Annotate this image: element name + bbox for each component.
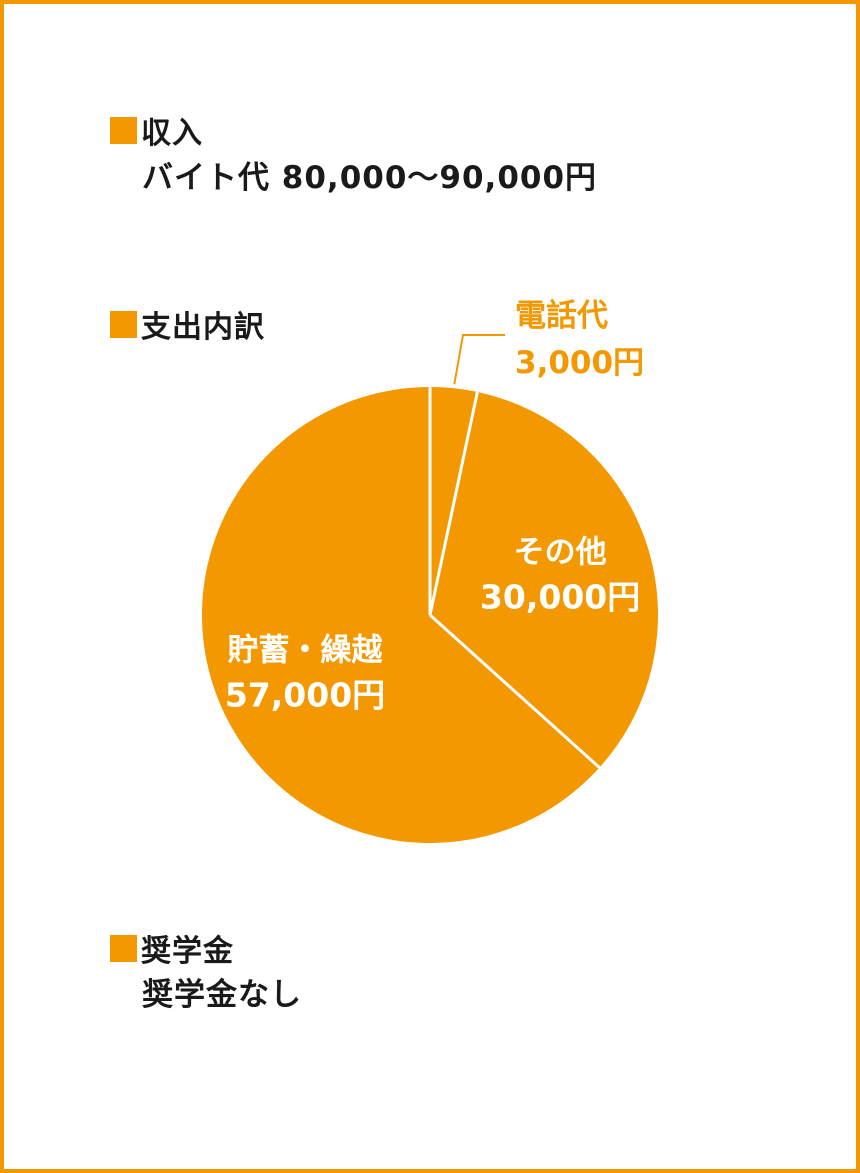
scholarship-detail: 奨学金なし	[142, 977, 302, 1013]
slice-label-phone: 電話代	[515, 298, 608, 334]
slice-value-phone: 3,000円	[515, 345, 644, 381]
income-heading: 収入	[110, 108, 203, 152]
slice-label-3: 貯蓄・繰越	[228, 633, 384, 669]
slice-value-3: 57,000円	[225, 676, 385, 715]
square-bullet-icon	[110, 310, 137, 338]
slice-value-2: 30,000円	[480, 578, 640, 617]
income-heading-label: 収入	[141, 116, 203, 151]
slice-label-2: その他	[514, 535, 607, 571]
pie-separator-3	[428, 613, 601, 769]
pie-slice-2	[430, 391, 659, 768]
income-detail: バイト代 80,000～90,000円	[142, 160, 598, 196]
scholarship-heading: 奨学金	[110, 926, 234, 970]
phone-leader-line	[453, 334, 505, 385]
expense-heading: 支出内訳	[110, 302, 265, 346]
pie-separator-2	[428, 391, 479, 616]
square-bullet-icon	[110, 934, 137, 962]
scholarship-heading-label: 奨学金	[141, 934, 234, 969]
pie-slice-3	[202, 387, 600, 844]
expense-heading-label: 支出内訳	[141, 310, 265, 345]
square-bullet-icon	[110, 116, 137, 144]
